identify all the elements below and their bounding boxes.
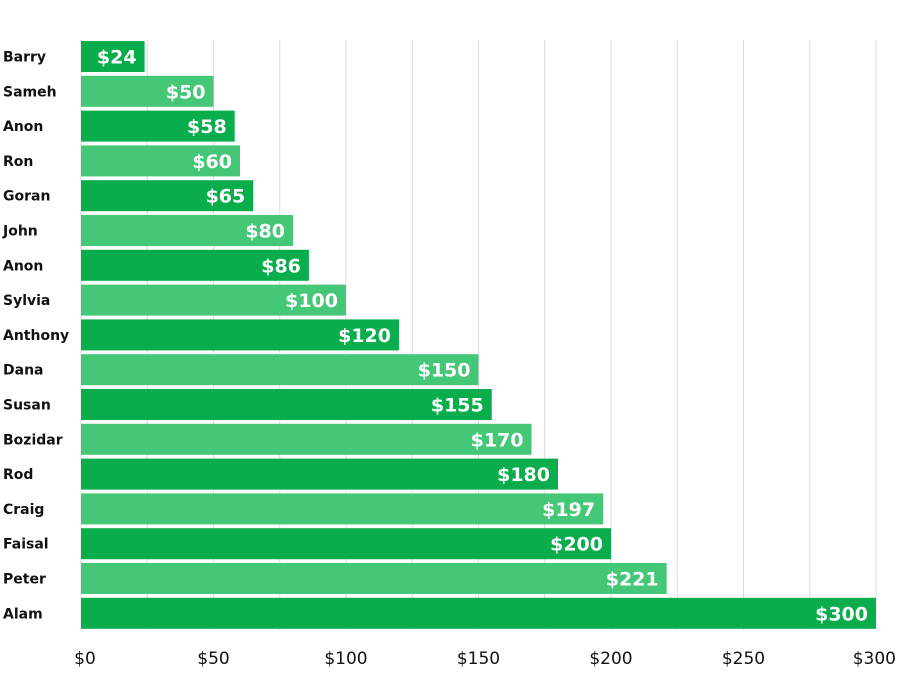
category-label: Peter bbox=[3, 572, 46, 588]
category-label: Ron bbox=[3, 154, 33, 170]
bar bbox=[81, 215, 293, 246]
bar-value-label: $197 bbox=[542, 499, 595, 521]
bar-value-label: $120 bbox=[338, 325, 391, 347]
bar-value-label: $300 bbox=[815, 603, 868, 625]
category-label: Faisal bbox=[3, 537, 49, 553]
category-label: Sameh bbox=[3, 84, 57, 100]
bar-value-label: $86 bbox=[261, 255, 301, 277]
bar-value-label: $24 bbox=[97, 47, 137, 69]
bar bbox=[81, 249, 309, 281]
bar bbox=[81, 180, 254, 212]
bar-value-label: $200 bbox=[550, 534, 603, 556]
category-label: Alam bbox=[3, 606, 43, 622]
category-label: Craig bbox=[3, 502, 44, 518]
category-labels: Barry Sameh Anon Ron Goran John Anon Sylvia Anth… bbox=[2, 50, 69, 623]
category-label: Susan bbox=[3, 398, 51, 414]
bar bbox=[81, 597, 876, 629]
bar-value-label: $60 bbox=[192, 151, 232, 173]
x-tick-label: $300 bbox=[853, 649, 896, 669]
bar bbox=[81, 458, 558, 490]
bar-value-label: $80 bbox=[245, 221, 285, 243]
category-label: Anon bbox=[3, 119, 43, 135]
bar bbox=[81, 354, 479, 386]
category-label: Bozidar bbox=[3, 432, 63, 448]
category-label: John bbox=[2, 224, 38, 240]
category-label: Rod bbox=[3, 467, 33, 483]
bar-value-label: $180 bbox=[497, 464, 550, 486]
bar bbox=[81, 423, 532, 455]
bar-value-label: $150 bbox=[418, 360, 471, 382]
bar bbox=[81, 563, 667, 594]
x-tick-label: $0 bbox=[74, 649, 96, 669]
x-tick-label: $250 bbox=[722, 649, 765, 669]
bar bbox=[81, 75, 214, 107]
category-label: Dana bbox=[3, 363, 43, 379]
bars: $24 $50 $58 $60 $65 $80 $86 $100$120 $150 $155 $17… bbox=[81, 41, 876, 629]
x-tick-label: $100 bbox=[324, 649, 367, 669]
bar-value-label: $100 bbox=[285, 290, 338, 312]
bar-value-label: $65 bbox=[206, 186, 246, 208]
category-label: Anthony bbox=[3, 328, 69, 344]
category-label: Barry bbox=[3, 50, 46, 66]
x-axis-tick-labels: $0 $50 $100 $150 $200 $250 $300 bbox=[74, 649, 896, 669]
bar bbox=[81, 284, 346, 316]
x-tick-label: $200 bbox=[589, 649, 632, 669]
bar-value-label: $58 bbox=[187, 116, 227, 138]
category-label: Anon bbox=[3, 258, 43, 274]
bar bbox=[81, 528, 611, 560]
x-tick-label: $50 bbox=[197, 649, 229, 669]
bar bbox=[81, 41, 145, 72]
bar-value-label: $221 bbox=[606, 569, 659, 591]
category-label: Sylvia bbox=[3, 293, 50, 309]
bar bbox=[81, 319, 399, 351]
bar-value-label: $50 bbox=[166, 81, 206, 103]
x-tick-label: $150 bbox=[457, 649, 500, 669]
category-label: Goran bbox=[3, 189, 50, 205]
bar bbox=[81, 493, 604, 525]
bar bbox=[81, 145, 240, 177]
bar bbox=[81, 110, 235, 142]
bar bbox=[81, 389, 492, 420]
bar-value-label: $155 bbox=[431, 395, 484, 417]
bar-value-label: $170 bbox=[471, 429, 524, 451]
